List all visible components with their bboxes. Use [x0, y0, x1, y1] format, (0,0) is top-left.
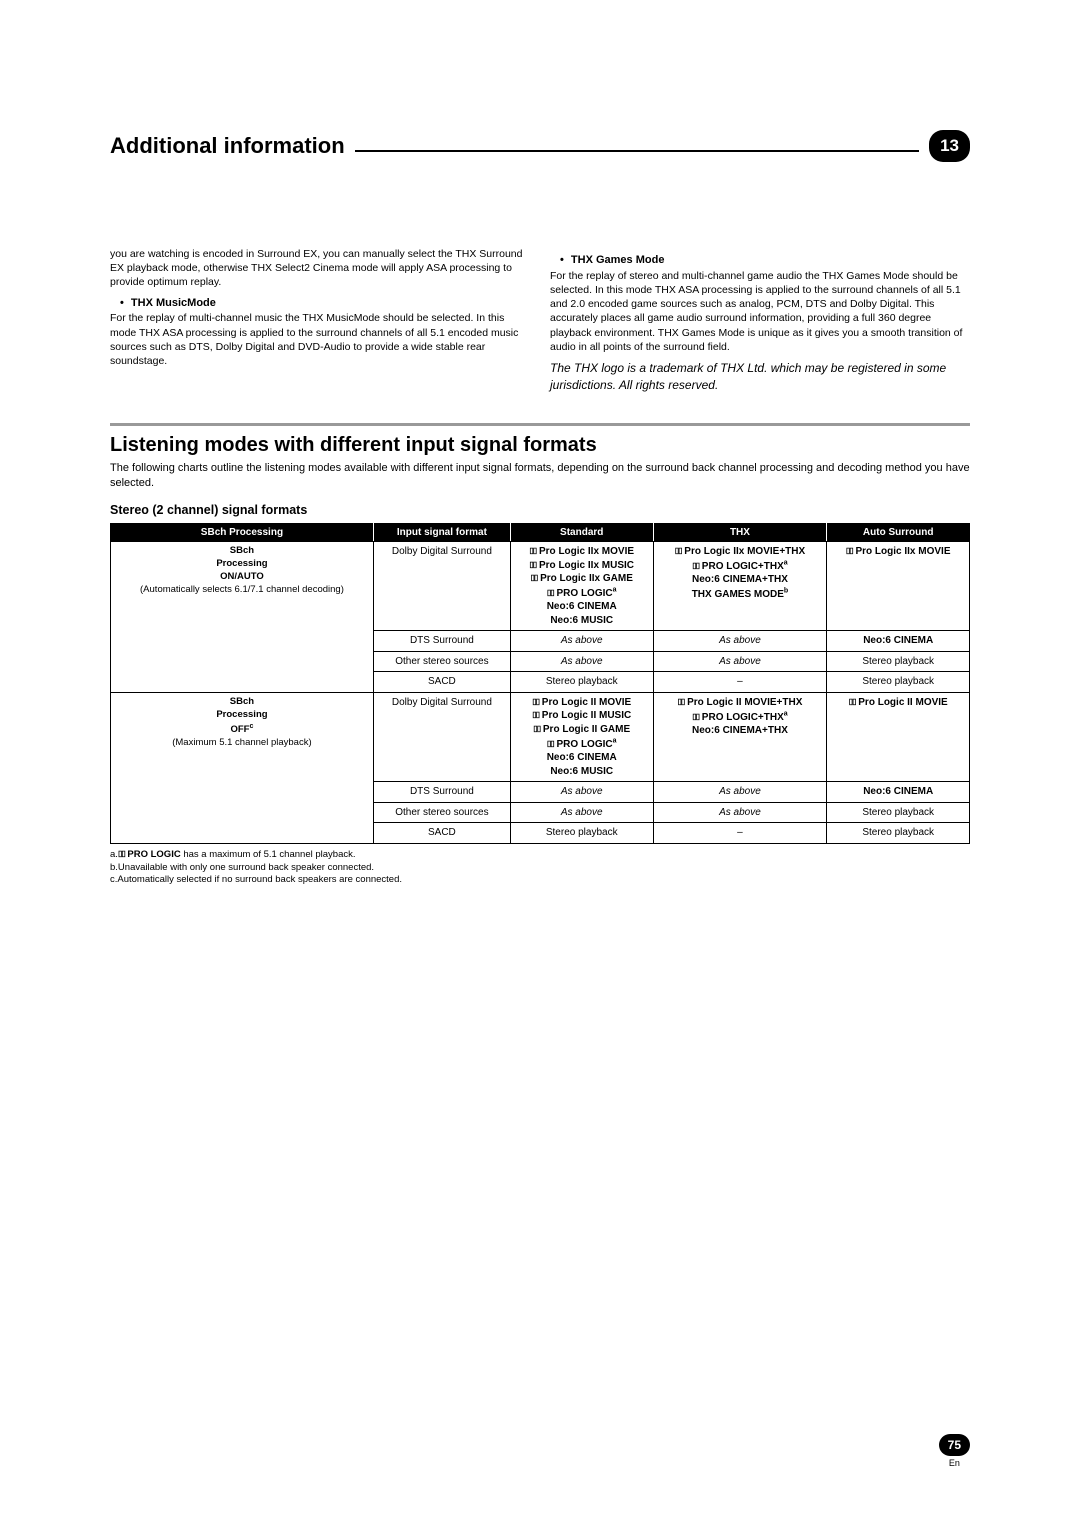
input-cell: Other stereo sources — [373, 651, 510, 672]
auto-cell: Stereo playback — [827, 672, 970, 693]
page-lang: En — [939, 1458, 970, 1468]
section-divider — [110, 423, 970, 426]
input-cell: Dolby Digital Surround — [373, 542, 510, 631]
thx-cell: – — [653, 672, 827, 693]
footnote-c: c.Automatically selected if no surround … — [110, 874, 970, 887]
thx-cell: As above — [653, 651, 827, 672]
thx-games-heading: THX Games Mode — [550, 253, 970, 268]
auto-cell: Stereo playback — [827, 802, 970, 823]
thx-musicmode-text: For the replay of multi-channel music th… — [110, 311, 530, 368]
thx-musicmode-heading: THX MusicMode — [110, 296, 530, 311]
table-header-row: SBch Processing Input signal format Stan… — [111, 524, 970, 542]
standard-cell: As above — [510, 651, 653, 672]
thx-cell: ▯▯ Pro Logic II MOVIE+THX▯▯ PRO LOGIC+TH… — [653, 692, 827, 781]
auto-cell: Neo:6 CINEMA — [827, 631, 970, 652]
section-title: Listening modes with different input sig… — [110, 434, 970, 457]
header-rule — [355, 150, 919, 152]
thx-games-text: For the replay of stereo and multi-chann… — [550, 269, 970, 354]
input-cell: SACD — [373, 823, 510, 844]
th-thx: THX — [653, 524, 827, 542]
standard-cell: As above — [510, 802, 653, 823]
sbch-cell: SBchProcessingOFFc(Maximum 5.1 channel p… — [111, 692, 374, 843]
input-cell: Dolby Digital Surround — [373, 692, 510, 781]
page-title: Additional information — [110, 133, 345, 159]
thx-cell: As above — [653, 631, 827, 652]
intro-columns: you are watching is encoded in Surround … — [110, 247, 970, 393]
auto-cell: ▯▯ Pro Logic IIx MOVIE — [827, 542, 970, 631]
thx-cell: – — [653, 823, 827, 844]
footnotes: a.▯▯ PRO LOGIC has a maximum of 5.1 chan… — [110, 849, 970, 887]
thx-cell: As above — [653, 782, 827, 803]
table-row: SBchProcessingON/AUTO(Automatically sele… — [111, 542, 970, 631]
section-intro: The following charts outline the listeni… — [110, 461, 970, 491]
thx-cell: ▯▯ Pro Logic IIx MOVIE+THX▯▯ PRO LOGIC+T… — [653, 542, 827, 631]
th-sbch: SBch Processing — [111, 524, 374, 542]
intro-paragraph: you are watching is encoded in Surround … — [110, 247, 530, 290]
standard-cell: ▯▯ Pro Logic IIx MOVIE▯▯ Pro Logic IIx M… — [510, 542, 653, 631]
standard-cell: As above — [510, 631, 653, 652]
page-badge: 75 — [939, 1434, 970, 1456]
listening-modes-table: SBch Processing Input signal format Stan… — [110, 523, 970, 844]
footnote-a: a.▯▯ PRO LOGIC has a maximum of 5.1 chan… — [110, 849, 970, 862]
sbch-cell: SBchProcessingON/AUTO(Automatically sele… — [111, 542, 374, 693]
input-cell: DTS Surround — [373, 631, 510, 652]
left-column: you are watching is encoded in Surround … — [110, 247, 530, 393]
auto-cell: Stereo playback — [827, 823, 970, 844]
auto-cell: Neo:6 CINEMA — [827, 782, 970, 803]
auto-cell: Stereo playback — [827, 651, 970, 672]
th-input: Input signal format — [373, 524, 510, 542]
th-auto: Auto Surround — [827, 524, 970, 542]
th-standard: Standard — [510, 524, 653, 542]
auto-cell: ▯▯ Pro Logic II MOVIE — [827, 692, 970, 781]
standard-cell: ▯▯ Pro Logic II MOVIE▯▯ Pro Logic II MUS… — [510, 692, 653, 781]
standard-cell: Stereo playback — [510, 672, 653, 693]
table-row: SBchProcessingOFFc(Maximum 5.1 channel p… — [111, 692, 970, 781]
right-column: THX Games Mode For the replay of stereo … — [550, 247, 970, 393]
footnote-b: b.Unavailable with only one surround bac… — [110, 862, 970, 875]
input-cell: DTS Surround — [373, 782, 510, 803]
input-cell: Other stereo sources — [373, 802, 510, 823]
thx-cell: As above — [653, 802, 827, 823]
standard-cell: Stereo playback — [510, 823, 653, 844]
subsection-title: Stereo (2 channel) signal formats — [110, 503, 970, 517]
standard-cell: As above — [510, 782, 653, 803]
input-cell: SACD — [373, 672, 510, 693]
thx-trademark-note: The THX logo is a trademark of THX Ltd. … — [550, 360, 970, 394]
page-number: 75 En — [939, 1434, 970, 1468]
chapter-badge: 13 — [929, 130, 970, 162]
page-header: Additional information 13 — [110, 130, 970, 162]
